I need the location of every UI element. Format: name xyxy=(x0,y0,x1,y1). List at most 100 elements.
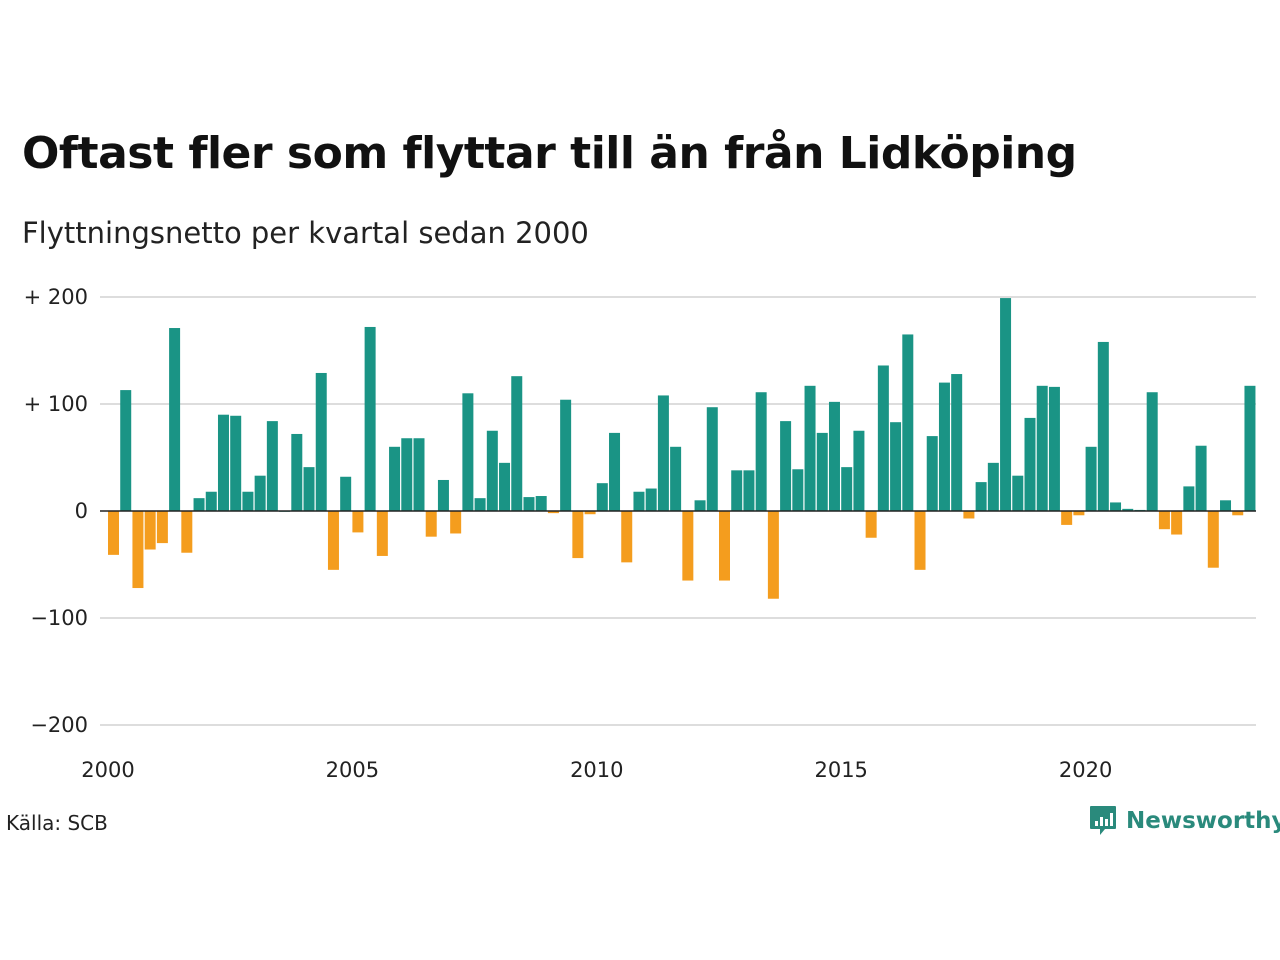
bar xyxy=(499,462,511,511)
bar xyxy=(1000,298,1012,511)
x-tick-label: 2020 xyxy=(1059,758,1112,782)
bar xyxy=(975,482,987,511)
bar xyxy=(780,421,792,511)
bar xyxy=(1036,385,1048,511)
bar xyxy=(266,421,278,511)
bar xyxy=(254,475,266,511)
bar xyxy=(193,498,205,511)
bar xyxy=(425,511,437,537)
source-note: Källa: SCB xyxy=(6,811,108,835)
bar xyxy=(1097,341,1109,511)
bar xyxy=(462,393,474,511)
bar xyxy=(450,511,462,534)
bar xyxy=(731,470,743,511)
bar xyxy=(706,407,718,511)
bar xyxy=(217,414,229,511)
bar xyxy=(547,511,559,514)
bar xyxy=(755,392,767,511)
bar xyxy=(474,498,486,511)
bar xyxy=(144,511,156,550)
chart-title: Oftast fler som flyttar till än från Lid… xyxy=(22,128,1077,179)
bar xyxy=(890,422,902,511)
bar xyxy=(511,376,523,511)
y-tick-label: −100 xyxy=(30,606,88,630)
grid-lines xyxy=(100,296,1256,726)
bar xyxy=(694,500,706,511)
bar xyxy=(841,467,853,511)
x-tick-label: 2005 xyxy=(326,758,379,782)
bar xyxy=(376,511,388,556)
bar xyxy=(1122,508,1134,511)
bar xyxy=(584,511,596,515)
bar xyxy=(877,365,889,511)
x-tick-label: 2010 xyxy=(570,758,623,782)
bar xyxy=(389,446,401,511)
bar xyxy=(743,470,755,511)
bar xyxy=(413,438,425,511)
bar xyxy=(242,491,254,511)
bar xyxy=(1232,511,1244,516)
brand-name: Newsworthy xyxy=(1126,808,1280,834)
bar xyxy=(828,401,840,511)
bar xyxy=(926,436,938,511)
bar xyxy=(401,438,413,511)
bar xyxy=(1195,445,1207,511)
newsworthy-logo[interactable]: Newsworthy xyxy=(1088,804,1280,838)
bar xyxy=(1158,511,1170,530)
bar xyxy=(1171,511,1183,535)
bar xyxy=(303,467,315,511)
bar xyxy=(938,382,950,511)
bar xyxy=(853,430,865,511)
bar xyxy=(1012,475,1024,511)
bar xyxy=(291,433,303,511)
bar xyxy=(951,374,963,511)
bar xyxy=(633,491,645,511)
bar xyxy=(486,430,498,511)
bar xyxy=(169,328,181,511)
axes: + 200 + 100 0 −100 −200 2000 2005 2010 2015 2020 xyxy=(24,285,1256,782)
bar xyxy=(205,491,217,511)
y-tick-label: + 100 xyxy=(24,392,88,416)
bar xyxy=(792,469,804,511)
bars xyxy=(108,298,1256,599)
bar xyxy=(865,511,877,538)
bar xyxy=(535,496,547,511)
bar xyxy=(340,476,352,511)
bar xyxy=(1183,486,1195,511)
bar xyxy=(523,497,535,511)
bar xyxy=(596,483,608,511)
newsworthy-logo-icon xyxy=(1090,806,1116,835)
bar xyxy=(914,511,926,570)
bar xyxy=(327,511,339,570)
x-tick-label: 2000 xyxy=(81,758,134,782)
bar xyxy=(181,511,193,553)
bar-chart: + 200 + 100 0 −100 −200 2000 2005 2010 2015 2020 xyxy=(24,285,1256,782)
bar xyxy=(1048,386,1060,511)
bar xyxy=(902,334,914,511)
bar xyxy=(645,488,657,511)
bar xyxy=(1220,500,1232,511)
bar xyxy=(816,432,828,511)
bar xyxy=(1110,502,1122,511)
bar xyxy=(572,511,584,559)
bar xyxy=(1146,392,1158,511)
bar xyxy=(657,395,669,511)
x-tick-label: 2015 xyxy=(814,758,867,782)
bar xyxy=(1244,385,1256,511)
bar xyxy=(1073,511,1085,516)
bar xyxy=(1024,417,1036,511)
bar xyxy=(1085,446,1097,511)
bar xyxy=(132,511,144,589)
bar xyxy=(108,511,119,555)
bar xyxy=(315,372,327,511)
bar xyxy=(437,479,449,511)
bar xyxy=(719,511,730,581)
bar xyxy=(560,399,572,511)
y-tick-label: 0 xyxy=(75,499,88,523)
bar xyxy=(1061,511,1073,525)
bar xyxy=(120,390,132,511)
bar xyxy=(621,511,633,563)
bar xyxy=(364,326,376,511)
bar xyxy=(609,432,621,511)
bar xyxy=(1207,511,1219,568)
